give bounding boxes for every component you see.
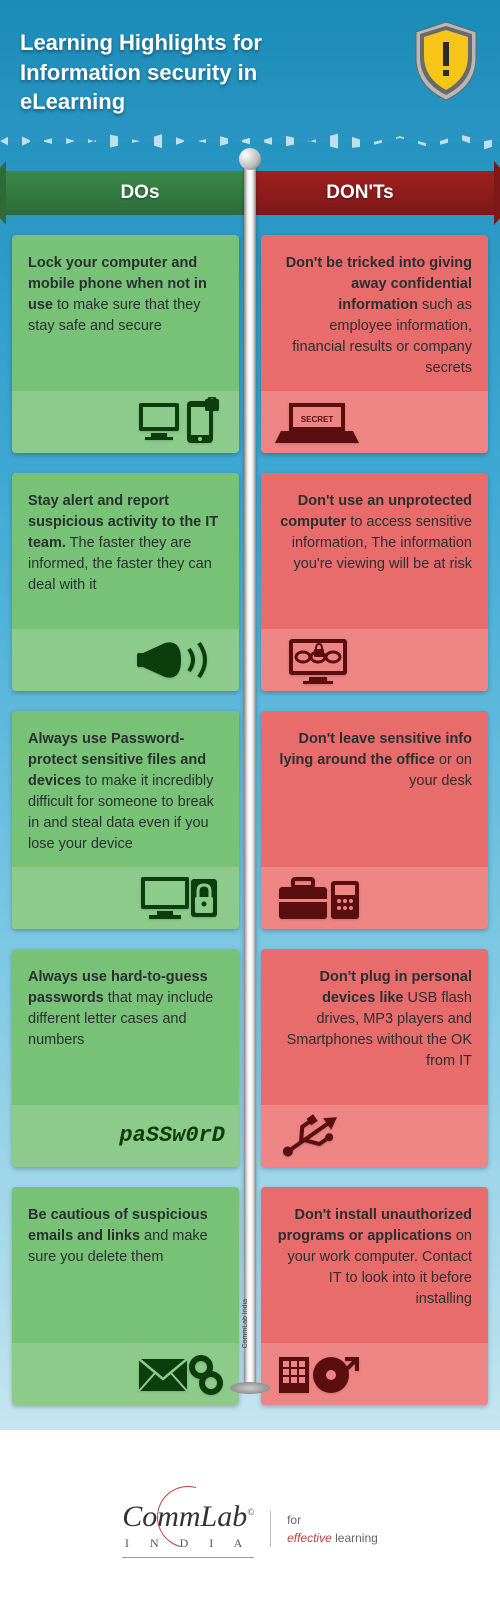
monitor-chain-icon xyxy=(261,629,488,691)
donts-column: Don't be tricked into giving away confid… xyxy=(261,235,488,1405)
title-line-1: Learning Highlights for xyxy=(20,30,262,55)
megaphone-icon xyxy=(12,629,239,691)
card-rest: to make sure that they stay safe and sec… xyxy=(28,297,201,334)
laptop-confidential-icon: SECRET xyxy=(261,391,488,453)
card-text: Stay alert and report suspicious activit… xyxy=(28,491,223,619)
do-card: Always use Password-protect sensitive fi… xyxy=(12,711,239,929)
card-text: Always use Password-protect sensitive fi… xyxy=(28,729,223,857)
brand-sub: I N D I A xyxy=(122,1536,254,1551)
shield-alert-icon xyxy=(410,20,482,102)
install-cd-icon xyxy=(261,1343,488,1405)
footer: CommLab© I N D I A for effective learnin… xyxy=(0,1470,500,1598)
svg-text:SECRET: SECRET xyxy=(301,415,334,424)
header: Learning Highlights for Information secu… xyxy=(0,0,500,141)
card-text: Be cautious of suspicious emails and lin… xyxy=(28,1205,223,1333)
dont-card: Don't plug in personal devices like USB … xyxy=(261,949,488,1167)
password-sample: paSSw0rD xyxy=(119,1120,225,1152)
tag-for: for xyxy=(287,1513,301,1527)
card-text: Always use hard-to-guess passwords that … xyxy=(28,967,223,1095)
dos-label: DOs xyxy=(120,182,159,204)
card-text: Don't use an unprotected computer to acc… xyxy=(277,491,472,619)
dont-card: Don't use an unprotected computer to acc… xyxy=(261,473,488,691)
logo: CommLab© I N D I A for effective learnin… xyxy=(122,1500,378,1558)
donts-label: DON'Ts xyxy=(326,182,394,204)
do-card: Always use hard-to-guess passwords that … xyxy=(12,949,239,1167)
card-text: Lock your computer and mobile phone when… xyxy=(28,253,223,381)
pole-label: CommLab India xyxy=(242,1299,249,1348)
devices-lock-icon xyxy=(12,391,239,453)
card-text: Don't be tricked into giving away confid… xyxy=(277,253,472,381)
briefcase-phone-icon xyxy=(261,867,488,929)
logo-main: CommLab© I N D I A xyxy=(122,1500,254,1558)
card-bold: Don't install unauthorized programs or a… xyxy=(278,1207,472,1244)
dont-card: Don't be tricked into giving away confid… xyxy=(261,235,488,453)
page-title: Learning Highlights for Information secu… xyxy=(20,28,360,117)
do-card: Be cautious of suspicious emails and lin… xyxy=(12,1187,239,1405)
logo-tagline: for effective learning xyxy=(270,1511,378,1547)
do-card: Stay alert and report suspicious activit… xyxy=(12,473,239,691)
center-pole: CommLab India xyxy=(244,158,256,1388)
do-card: Lock your computer and mobile phone when… xyxy=(12,235,239,453)
usb-icon xyxy=(261,1105,488,1167)
password-text-icon: paSSw0rD xyxy=(12,1105,239,1167)
donts-arrow: DON'Ts xyxy=(250,171,500,215)
card-text: Don't plug in personal devices like USB … xyxy=(277,967,472,1095)
dont-card: Don't leave sensitive info lying around … xyxy=(261,711,488,929)
computer-lock-icon xyxy=(12,867,239,929)
mail-link-icon xyxy=(12,1343,239,1405)
dos-arrow: DOs xyxy=(0,171,250,215)
footer-wave xyxy=(0,1430,500,1470)
title-line-2: Information security in eLearning xyxy=(20,60,257,115)
dos-column: Lock your computer and mobile phone when… xyxy=(12,235,239,1405)
card-text: Don't leave sensitive info lying around … xyxy=(277,729,472,857)
tag-effective: effective xyxy=(287,1531,332,1545)
copyright-mark: © xyxy=(247,1507,254,1517)
card-text: Don't install unauthorized programs or a… xyxy=(277,1205,472,1333)
dont-card: Don't install unauthorized programs or a… xyxy=(261,1187,488,1405)
brand-name: CommLab xyxy=(122,1500,247,1533)
tag-learning: learning xyxy=(332,1531,378,1545)
